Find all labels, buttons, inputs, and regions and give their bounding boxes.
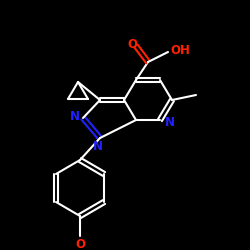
Text: O: O xyxy=(75,238,85,250)
Text: O: O xyxy=(127,38,137,52)
Text: N: N xyxy=(70,110,80,122)
Text: N: N xyxy=(165,116,175,130)
Text: OH: OH xyxy=(170,44,190,58)
Text: N: N xyxy=(93,140,103,153)
